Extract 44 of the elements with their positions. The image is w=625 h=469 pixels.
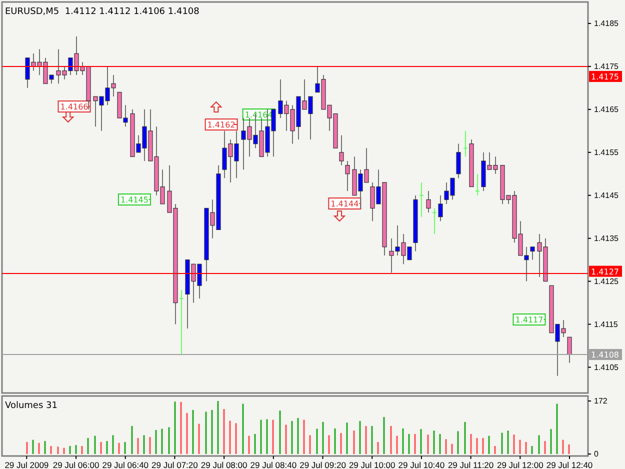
y-tick-label: 172	[594, 396, 608, 406]
candlestick	[339, 134, 344, 166]
x-tick-label: 29 Jul 08:40	[250, 460, 297, 469]
y-tick-label: 1.4135	[594, 234, 620, 243]
y-tick-label: 0	[594, 450, 599, 459]
candlestick	[179, 289, 184, 355]
candlestick	[419, 182, 424, 218]
candlestick	[475, 173, 480, 196]
candlestick	[456, 143, 461, 179]
y-tick-label: 1.4145	[594, 190, 620, 200]
x-tick-label: 29 Jul 08:00	[200, 460, 248, 469]
x-tick-label: 29 Jul 12:40	[546, 460, 593, 469]
y-tick-label: 1.4175	[594, 62, 620, 72]
x-tick-label: 29 Jul 06:40	[102, 460, 149, 469]
candlestick	[530, 246, 535, 260]
x-tick-label: 29 Jul 12:00	[496, 460, 544, 469]
x-tick-label: 29 Jul 10:00	[348, 460, 396, 469]
candlestick	[345, 160, 350, 192]
y-tick-label: 1.4125	[594, 276, 620, 286]
x-tick-label: 29 Jul 09:20	[300, 460, 346, 469]
x-tick-label: 29 Jul 2009	[4, 460, 49, 469]
candlestick	[432, 208, 437, 235]
chart-title: Volumes 31	[5, 401, 58, 411]
annotation: 1.4144	[330, 200, 359, 208]
y-tick-label: 1.4165	[594, 104, 620, 114]
y-tick-label: 1.4155	[594, 148, 620, 157]
x-tick-label: 29 Jul 11:20	[448, 460, 494, 469]
annotation: 1.4117	[515, 316, 544, 324]
y-tick-label: 1.4185	[594, 19, 620, 28]
x-tick-label: 29 Jul 10:40	[398, 460, 445, 469]
y-tick-label: 1.4105	[594, 362, 620, 372]
candlestick	[463, 130, 468, 158]
annotation: 1.4145	[120, 196, 148, 204]
annotation: 1.4162	[207, 120, 236, 130]
annotation: 1.4166	[60, 102, 88, 112]
candlestick	[567, 336, 572, 364]
candlestick	[438, 194, 443, 222]
x-tick-label: 29 Jul 07:20	[152, 460, 198, 469]
x-tick-label: 29 Jul 06:00	[52, 460, 100, 469]
candlestick	[426, 190, 431, 214]
text: EURUSD,M5 1.4112 1.4112 1.4106 1.4108	[5, 7, 200, 17]
ref-line-label: 1.4108	[591, 350, 619, 360]
ref-line-label: 1.4127	[591, 267, 619, 276]
y-tick-label: 1.4115	[594, 320, 618, 329]
